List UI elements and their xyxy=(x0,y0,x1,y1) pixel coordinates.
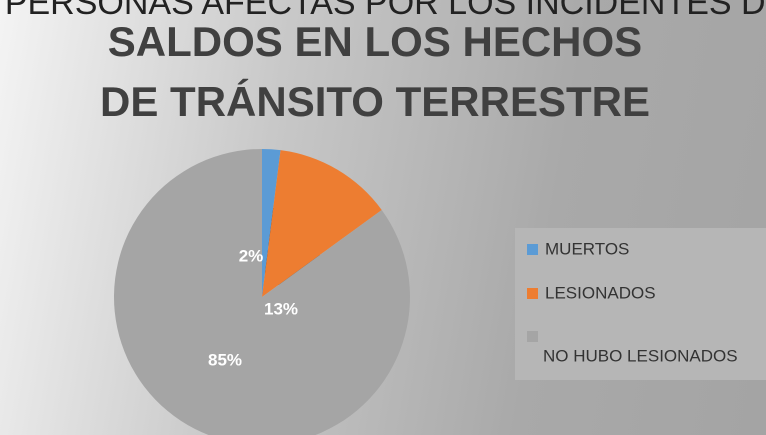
legend-label: LESIONADOS xyxy=(545,283,656,302)
legend-box xyxy=(515,228,766,380)
legend-label: NO HUBO LESIONADOS xyxy=(543,346,738,365)
data-label: 2% xyxy=(239,246,264,265)
legend-swatch xyxy=(527,331,538,342)
data-label: 85% xyxy=(208,350,242,369)
legend-swatch xyxy=(527,244,538,255)
heading: DE PERSONAS AFECTAS POR LOS INCIDENTES D… xyxy=(0,0,766,22)
pie-slice xyxy=(262,150,382,297)
data-label: 13% xyxy=(264,299,298,318)
pie-slice xyxy=(262,149,281,297)
legend-swatch xyxy=(527,288,538,299)
pie-slice xyxy=(114,149,410,435)
legend-label: MUERTOS xyxy=(545,239,629,258)
chart-title: SALDOS EN LOS HECHOS DE TRÁNSITO TERREST… xyxy=(100,18,650,125)
